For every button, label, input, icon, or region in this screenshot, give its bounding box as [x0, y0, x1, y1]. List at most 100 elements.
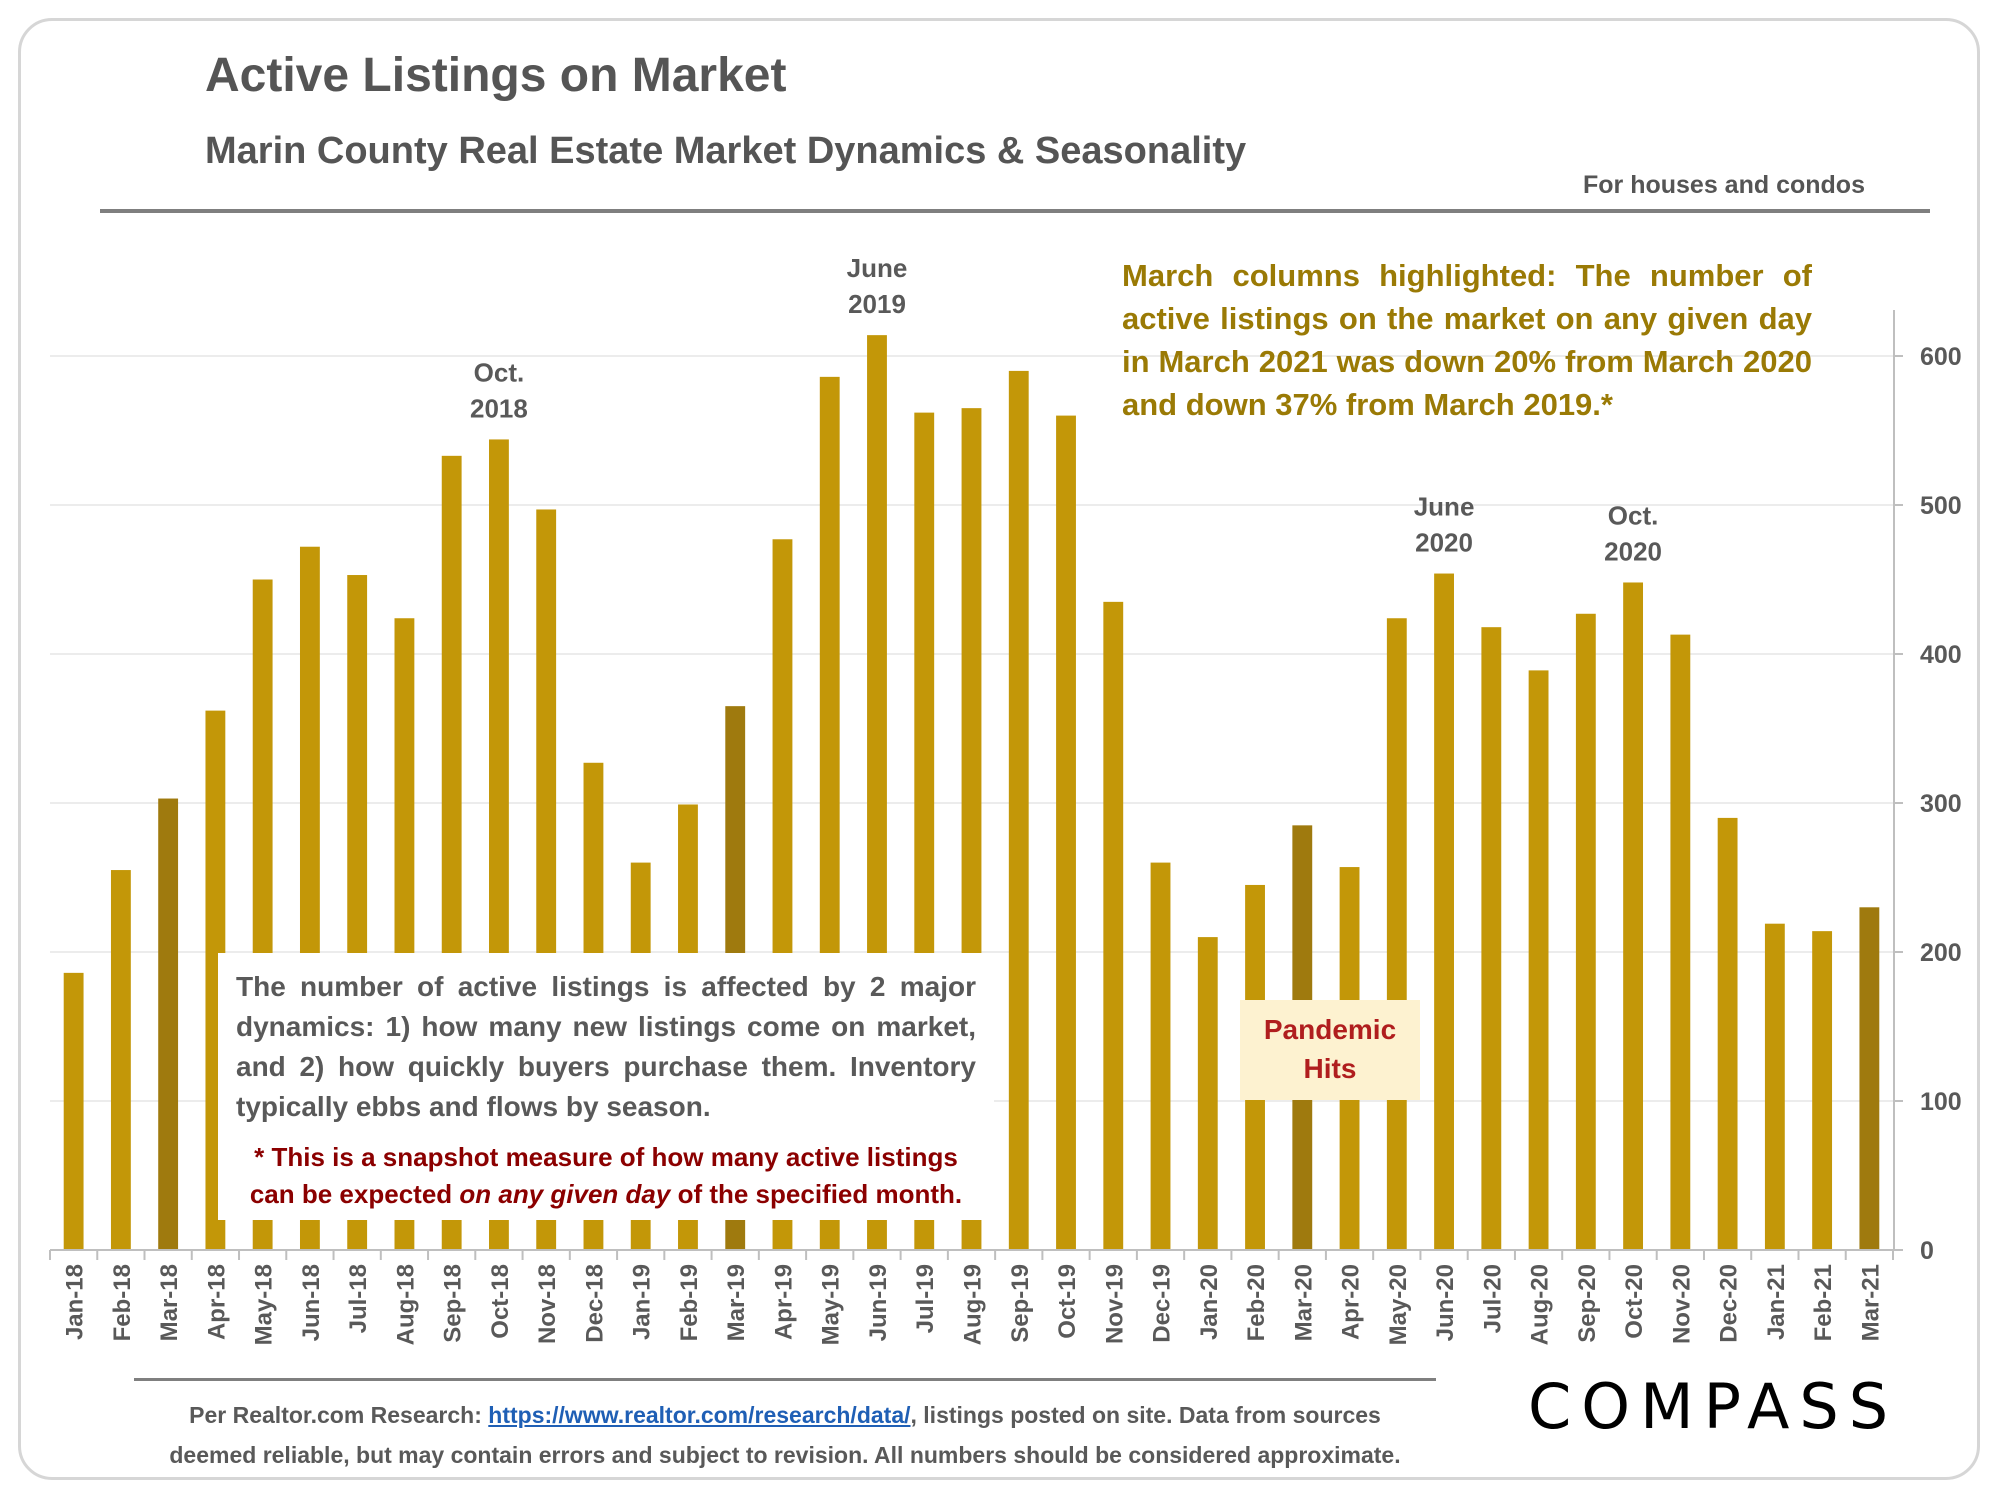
x-tick-label: May-19 — [818, 1264, 845, 1345]
bar — [1008, 370, 1029, 1250]
x-tick-label: Aug-18 — [392, 1264, 419, 1345]
x-tick-label: Jun-18 — [298, 1264, 325, 1341]
bar — [1481, 627, 1502, 1250]
x-tick-label: Feb-18 — [109, 1264, 136, 1341]
footnote-text-end: of the specified month. — [670, 1179, 963, 1209]
x-tick-label: May-18 — [251, 1264, 278, 1345]
x-tick-label: Oct-20 — [1621, 1264, 1648, 1339]
x-tick-label: Mar-20 — [1290, 1264, 1317, 1341]
x-tick-label: Oct-18 — [487, 1264, 514, 1339]
bar — [1103, 601, 1124, 1250]
bar — [1812, 931, 1833, 1250]
x-tick-label: Dec-20 — [1716, 1264, 1743, 1343]
x-tick-label: Feb-20 — [1243, 1264, 1270, 1341]
x-tick-label: May-20 — [1385, 1264, 1412, 1345]
x-tick-label: Sep-19 — [1007, 1264, 1034, 1343]
source-suffix: , listings posted on site. Data from sou… — [910, 1402, 1381, 1428]
peak-annotations: Oct. 2018 June 2019 June 2020 Oct. 2020 — [470, 253, 1662, 566]
scope-note: For houses and condos — [1583, 171, 1865, 199]
pandemic-callout: Pandemic Hits — [1240, 1000, 1420, 1100]
x-tick-label: Nov-18 — [534, 1264, 561, 1344]
y-tick-label: 0 — [1920, 1237, 1934, 1265]
x-tick-label: Mar-18 — [156, 1264, 183, 1341]
x-tick-label: Feb-21 — [1810, 1264, 1837, 1341]
footnote-emphasis: on any given day — [459, 1179, 671, 1209]
bar — [1528, 670, 1549, 1250]
bar — [1764, 923, 1785, 1250]
y-axis: 0 100 200 300 400 500 600 — [1893, 310, 1962, 1265]
source-link[interactable]: https://www.realtor.com/research/data/ — [488, 1402, 911, 1428]
explanation-text: The number of active listings is affecte… — [236, 971, 976, 1122]
snapshot-footnote: * This is a snapshot measure of how many… — [236, 1139, 976, 1213]
annotation-line-1: Oct. — [474, 357, 525, 387]
source-prefix: Per Realtor.com Research: — [189, 1402, 489, 1428]
bar-march — [158, 798, 179, 1250]
x-tick-label: Apr-19 — [770, 1264, 797, 1340]
x-axis: Jan-18 Feb-18 Mar-18 Apr-18 May-18 Jun-18 Jul-… — [49, 1249, 1903, 1345]
pandemic-line-2: Hits — [1303, 1053, 1357, 1084]
annotation-line-1: June — [847, 253, 908, 283]
x-tick-label: Mar-19 — [723, 1264, 750, 1341]
y-tick-label: 500 — [1920, 492, 1962, 520]
x-tick-label: Nov-20 — [1668, 1264, 1695, 1344]
bar — [1386, 618, 1407, 1250]
x-tick-label: Jul-19 — [912, 1264, 939, 1333]
x-tick-label: Mar-21 — [1857, 1264, 1884, 1341]
x-tick-label: Sep-18 — [440, 1264, 467, 1343]
x-tick-label: Oct-19 — [1054, 1264, 1081, 1339]
compass-logo: COMPASS — [1528, 1370, 1899, 1443]
x-tick-label: Nov-19 — [1101, 1264, 1128, 1344]
annotation-line-2: 2019 — [848, 289, 906, 319]
bar — [1670, 634, 1691, 1250]
chart-subtitle: Marin County Real Estate Market Dynamics… — [205, 130, 1247, 172]
bar — [110, 870, 131, 1250]
march-highlight-note: March columns highlighted: The number of… — [1122, 258, 1812, 422]
x-tick-label: Jan-20 — [1196, 1264, 1223, 1340]
bar — [1575, 613, 1596, 1250]
x-tick-label: Jan-21 — [1763, 1264, 1790, 1340]
x-tick-label: Jul-18 — [345, 1264, 372, 1333]
y-tick-label: 100 — [1920, 1088, 1962, 1116]
y-tick-label: 600 — [1920, 343, 1962, 371]
x-tick-label: Sep-20 — [1574, 1264, 1601, 1343]
chart-frame — [18, 18, 1980, 1480]
bar — [1150, 862, 1171, 1250]
bar — [1623, 582, 1644, 1250]
footnote-text-start: * This is a snapshot measure of how many… — [249, 1142, 958, 1209]
x-tick-label: Jan-19 — [629, 1264, 656, 1340]
x-tick-label: Apr-18 — [203, 1264, 230, 1340]
bar — [1056, 415, 1076, 1251]
annotation-line-1: Oct. — [1608, 500, 1659, 530]
x-tick-label: Jun-20 — [1432, 1264, 1459, 1341]
bar — [63, 972, 84, 1250]
x-tick-label: Aug-19 — [960, 1264, 987, 1345]
x-tick-label: Dec-19 — [1149, 1264, 1176, 1343]
bar — [1717, 817, 1738, 1250]
annotation-line-2: 2020 — [1604, 536, 1662, 566]
header-divider — [100, 209, 1930, 213]
bar-march — [1859, 907, 1880, 1250]
bar — [1434, 573, 1454, 1250]
x-tick-label: Feb-19 — [676, 1264, 703, 1341]
pandemic-line-1: Pandemic — [1263, 1014, 1397, 1045]
explanation-box: The number of active listings is affecte… — [218, 953, 994, 1220]
x-tick-label: Dec-18 — [581, 1264, 608, 1343]
source-line-1: Per Realtor.com Research: https://www.re… — [125, 1395, 1445, 1435]
bar — [1197, 937, 1218, 1250]
y-tick-label: 200 — [1920, 939, 1962, 967]
chart-title: Active Listings on Market — [205, 49, 787, 102]
annotation-line-1: June — [1414, 492, 1475, 522]
y-tick-label: 400 — [1920, 641, 1962, 669]
source-line-2: deemed reliable, but may contain errors … — [169, 1442, 1401, 1468]
footer-divider — [134, 1378, 1436, 1381]
x-tick-label: Aug-20 — [1527, 1264, 1554, 1345]
x-tick-label: Jan-18 — [62, 1264, 89, 1340]
annotation-line-2: 2020 — [1415, 528, 1473, 558]
annotation-line-2: 2018 — [470, 393, 528, 423]
x-tick-label: Apr-20 — [1338, 1264, 1365, 1340]
x-tick-label: Jun-19 — [865, 1264, 892, 1341]
y-tick-label: 300 — [1920, 790, 1962, 818]
source-note: Per Realtor.com Research: https://www.re… — [125, 1395, 1445, 1475]
x-tick-label: Jul-20 — [1479, 1264, 1506, 1333]
